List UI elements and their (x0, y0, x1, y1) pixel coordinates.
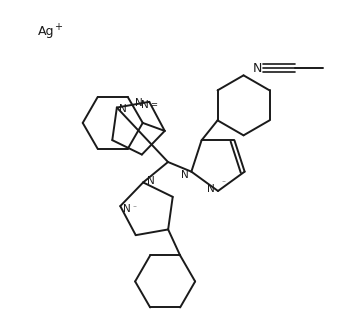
Text: N: N (123, 204, 131, 214)
Text: N: N (119, 104, 127, 114)
Text: ⁻: ⁻ (132, 203, 136, 213)
Text: N: N (181, 170, 188, 180)
Text: N: N (135, 98, 142, 108)
Text: =: = (150, 100, 157, 109)
Text: N: N (253, 61, 262, 74)
Text: N: N (147, 177, 155, 187)
Text: N: N (207, 184, 215, 194)
Text: +: + (54, 22, 62, 32)
Text: ⁻: ⁻ (221, 178, 225, 187)
Text: N: N (141, 100, 149, 110)
Text: Ag: Ag (38, 25, 55, 38)
